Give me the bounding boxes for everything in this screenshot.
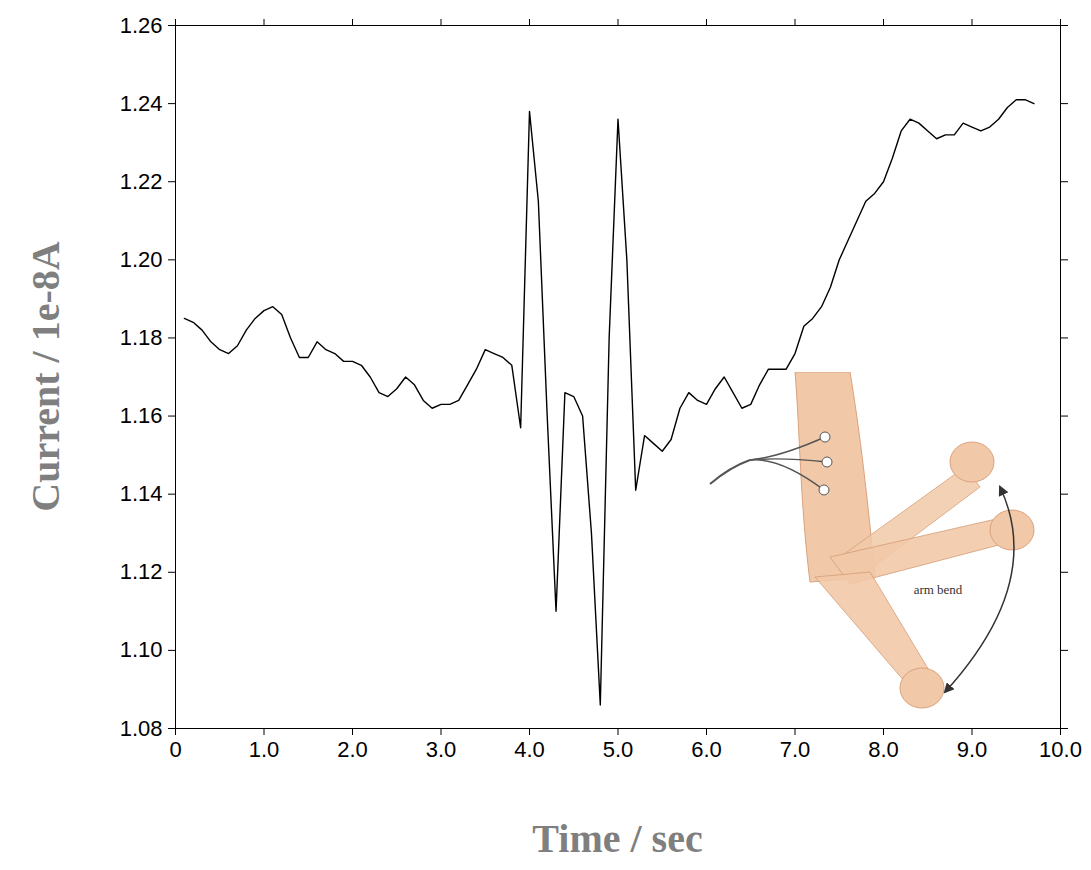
svg-text:5.0: 5.0	[603, 737, 634, 762]
svg-text:3.0: 3.0	[426, 737, 457, 762]
svg-text:Current / 1e-8A: Current / 1e-8A	[23, 241, 68, 511]
svg-text:1.10: 1.10	[120, 637, 163, 662]
svg-text:1.22: 1.22	[120, 169, 163, 194]
svg-text:1.12: 1.12	[120, 559, 163, 584]
svg-text:1.08: 1.08	[120, 716, 163, 741]
svg-text:4.0: 4.0	[514, 737, 545, 762]
svg-text:1.0: 1.0	[249, 737, 280, 762]
svg-text:arm bend: arm bend	[914, 582, 963, 597]
svg-text:1.20: 1.20	[120, 247, 163, 272]
svg-text:Time / sec: Time / sec	[532, 816, 702, 861]
svg-text:0: 0	[169, 737, 181, 762]
svg-text:9.0: 9.0	[957, 737, 988, 762]
svg-text:1.24: 1.24	[120, 91, 163, 116]
svg-text:1.14: 1.14	[120, 481, 163, 506]
svg-text:10.0: 10.0	[1039, 737, 1082, 762]
svg-text:7.0: 7.0	[780, 737, 811, 762]
svg-text:1.16: 1.16	[120, 403, 163, 428]
svg-text:1.18: 1.18	[120, 325, 163, 350]
svg-text:1.26: 1.26	[120, 13, 163, 38]
svg-text:2.0: 2.0	[337, 737, 368, 762]
svg-text:6.0: 6.0	[691, 737, 722, 762]
svg-text:8.0: 8.0	[868, 737, 899, 762]
